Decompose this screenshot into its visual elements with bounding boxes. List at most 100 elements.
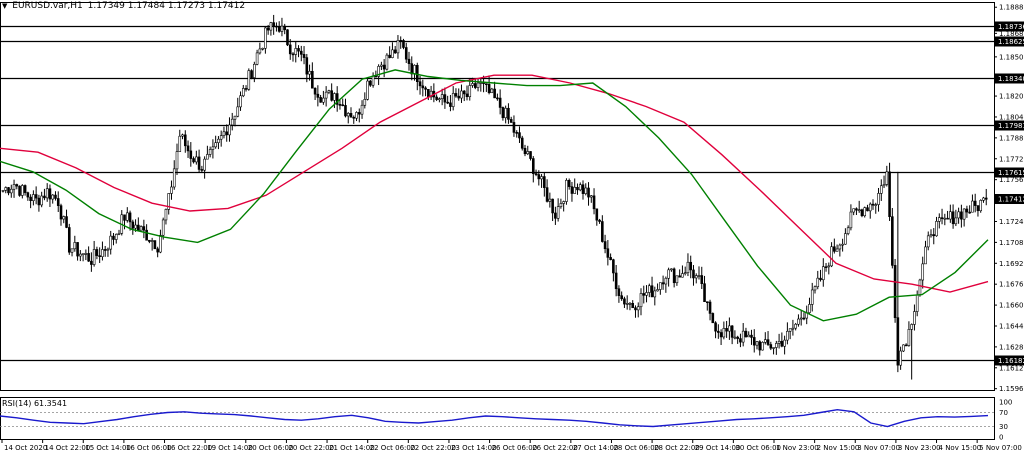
candle-body: [333, 93, 336, 101]
candle-body: [12, 184, 16, 190]
candle-body: [730, 325, 734, 338]
candle-body: [960, 211, 963, 220]
candle-body: [968, 211, 971, 214]
candle-body: [719, 332, 723, 338]
dropdown-triangle-icon[interactable]: ▼: [2, 2, 8, 10]
candle-body: [195, 156, 198, 163]
candle-body: [56, 198, 60, 206]
candle-body: [286, 29, 289, 46]
candle-body: [178, 135, 182, 152]
y-tick-label: 1.16760: [999, 281, 1024, 289]
level-label-box: [995, 167, 1024, 178]
x-tick-label: 28 Oct 06:00: [613, 444, 659, 452]
y-tick-label: 1.16920: [999, 260, 1024, 268]
candle-body: [451, 93, 455, 107]
candle-body: [976, 205, 980, 212]
candle-body: [211, 146, 215, 150]
candle-body: [813, 286, 817, 291]
candle-body: [418, 81, 422, 87]
ma-fast-line: [0, 69, 989, 322]
candle-body: [380, 64, 383, 67]
candle-body: [65, 216, 68, 228]
candle-body: [819, 277, 822, 281]
candle-body: [722, 328, 726, 338]
y-tick-label: 1.15960: [999, 385, 1024, 393]
candle-body: [763, 339, 767, 343]
level-label-box: [995, 21, 1024, 32]
candle-body: [946, 217, 949, 220]
candle-body: [570, 186, 574, 194]
candle-body: [846, 227, 850, 234]
candle-body: [545, 187, 549, 202]
candle-body: [247, 70, 251, 90]
candle-body: [612, 259, 615, 274]
candle-body: [529, 151, 532, 159]
candle-body: [114, 233, 118, 240]
candle-body: [45, 188, 49, 199]
candle-body: [645, 292, 648, 296]
candle-body: [4, 187, 8, 191]
x-tick-label: 16 Oct 06:00: [126, 444, 172, 452]
candle-body: [34, 194, 38, 199]
candle-body: [148, 239, 151, 242]
candle-body: [1, 189, 5, 192]
level-label: 1.17615: [998, 169, 1024, 177]
candle-body: [493, 88, 496, 99]
candle-body: [797, 318, 800, 325]
candle-body: [509, 119, 513, 123]
candle-body: [531, 158, 535, 174]
candle-body: [683, 272, 687, 275]
candle-body: [233, 115, 237, 120]
candle-body: [885, 171, 889, 185]
candle-body: [562, 201, 565, 204]
candle-body: [595, 208, 599, 221]
candle-body: [18, 185, 21, 196]
candle-body: [385, 54, 389, 70]
ma-slow-line: [0, 74, 989, 293]
level-label-box: [995, 120, 1024, 131]
candle-body: [156, 248, 159, 253]
candle-body: [868, 203, 872, 212]
x-tick-label: 20 Oct 22:00: [288, 444, 334, 452]
candle-body: [258, 48, 262, 54]
level-label: 1.18736: [998, 23, 1024, 31]
candle-body: [741, 330, 745, 343]
candle-body: [73, 242, 77, 250]
candle-body: [642, 293, 646, 296]
candle-body: [736, 336, 739, 339]
candle-body: [504, 107, 507, 119]
rsi-tick-label: 100: [999, 399, 1012, 407]
candle-body: [849, 211, 853, 229]
candle-body: [269, 22, 273, 31]
y-tick-label: 1.16280: [999, 343, 1024, 351]
candle-body: [841, 243, 844, 246]
candle-body: [468, 85, 472, 98]
candle-body: [879, 185, 883, 194]
x-tick-label: 22 Oct 06:00: [370, 444, 416, 452]
candle-body: [620, 295, 623, 300]
candle-body: [311, 70, 314, 89]
candle-body: [32, 194, 35, 201]
candle-body: [413, 64, 416, 75]
candle-body: [67, 227, 71, 253]
x-tick-label: 28 Oct 22:00: [654, 444, 700, 452]
candle-body: [109, 235, 113, 250]
candle-body: [681, 273, 684, 278]
candle-body: [628, 302, 632, 305]
candle-body: [43, 195, 46, 199]
candle-body: [399, 40, 403, 42]
candle-body: [446, 101, 449, 104]
candle-body: [330, 90, 333, 101]
x-tick-label: 15 Oct 14:00: [85, 444, 131, 452]
x-tick-label: 14 Oct 2020: [4, 444, 47, 452]
x-tick-label: 2 Nov 15:00: [817, 444, 860, 452]
x-tick-label: 22 Oct 22:00: [410, 444, 456, 452]
candle-body: [217, 138, 220, 143]
candle-body: [750, 334, 753, 338]
candle-body: [954, 217, 958, 225]
candle-body: [26, 192, 30, 198]
candle-body: [175, 151, 179, 170]
candle-body: [755, 341, 759, 346]
candle-body: [915, 294, 919, 312]
